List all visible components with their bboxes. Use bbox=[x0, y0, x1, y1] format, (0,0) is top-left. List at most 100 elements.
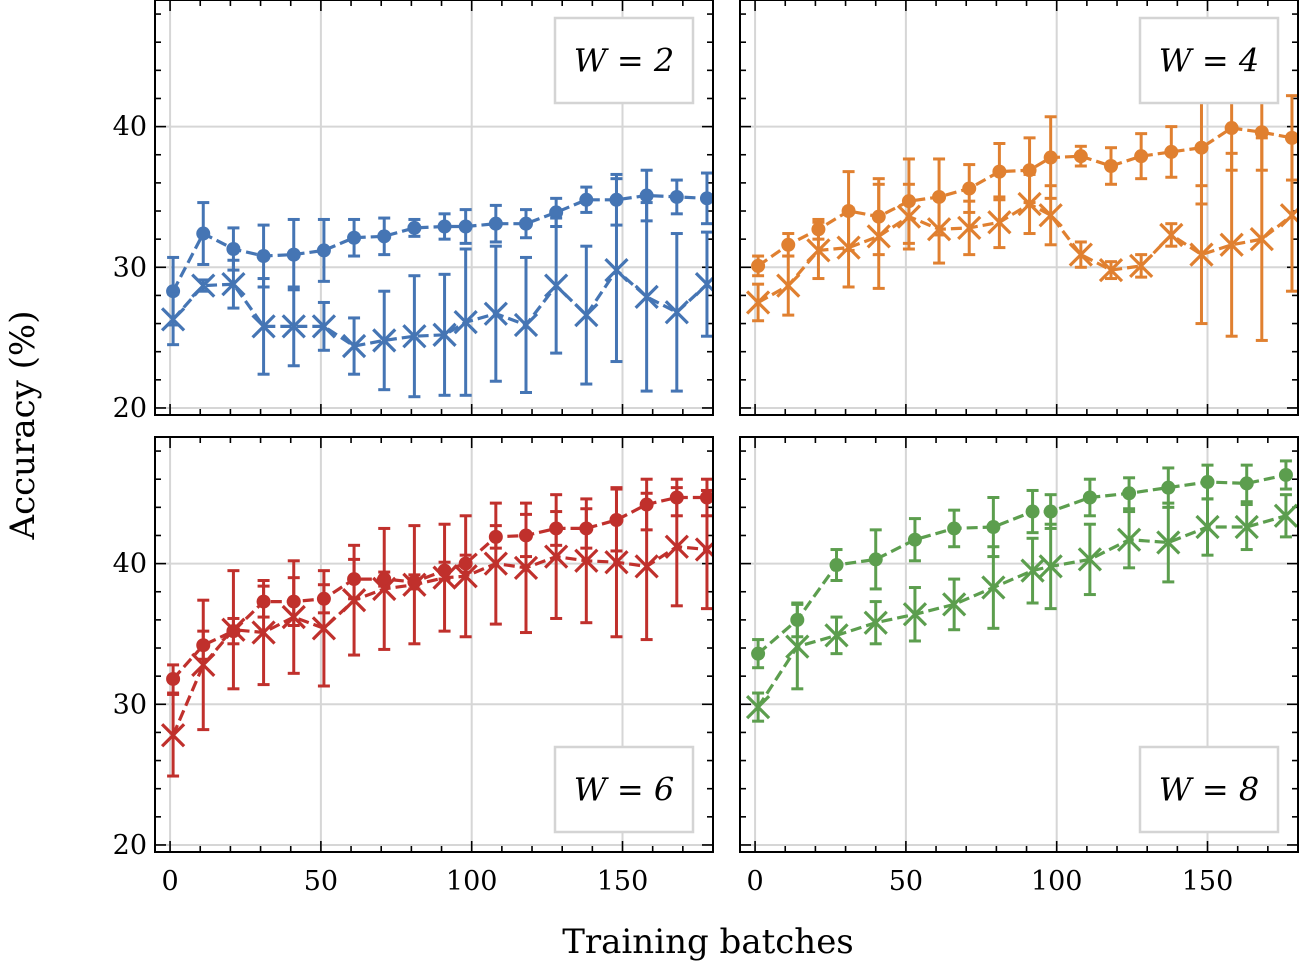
x-tick-label: 150 bbox=[597, 866, 649, 897]
data-point-dot bbox=[1103, 159, 1118, 173]
data-point-dot bbox=[669, 189, 684, 204]
data-point-cross bbox=[836, 235, 861, 260]
data-point-dot bbox=[1043, 504, 1058, 519]
y-tick-label: 40 bbox=[113, 112, 147, 143]
data-point-cross bbox=[1098, 257, 1124, 283]
data-point-cross bbox=[634, 554, 659, 579]
panels-group: 20 30 40 W = 2 W = 4 20 30 40 0 50 100 150 W = 6 0 50 1… bbox=[113, 0, 1299, 897]
data-point-cross bbox=[866, 224, 891, 249]
data-point-cross bbox=[1249, 227, 1274, 252]
panel-2: W = 4 bbox=[739, 0, 1299, 416]
data-point-dot bbox=[1134, 149, 1149, 164]
data-point-cross bbox=[1038, 554, 1063, 579]
data-point-dot bbox=[751, 258, 766, 273]
data-point-dot bbox=[1254, 125, 1269, 140]
data-point-dot bbox=[868, 552, 883, 567]
y-axis-title: Accuracy (%) bbox=[3, 311, 43, 541]
data-point-dot bbox=[1224, 121, 1239, 136]
data-point-cross bbox=[341, 588, 367, 613]
data-point-dot bbox=[166, 671, 181, 686]
data-point-dot bbox=[829, 558, 844, 573]
data-point-cross bbox=[896, 204, 922, 229]
x-tick-label: 0 bbox=[161, 866, 178, 897]
data-point-cross bbox=[372, 328, 397, 353]
data-point-cross bbox=[1234, 514, 1259, 540]
legend-box bbox=[553, 745, 695, 834]
data-point-cross bbox=[453, 564, 478, 589]
series-group bbox=[160, 477, 713, 778]
legend-box bbox=[553, 16, 695, 105]
data-point-cross bbox=[987, 210, 1012, 235]
data-point-cross bbox=[432, 322, 457, 347]
series-group bbox=[745, 459, 1298, 723]
series-group bbox=[745, 84, 1298, 342]
data-point-dot bbox=[196, 226, 211, 241]
data-point-cross bbox=[311, 616, 337, 641]
data-point-dot bbox=[992, 164, 1007, 179]
data-point-cross bbox=[1038, 203, 1063, 228]
data-point-cross bbox=[160, 723, 186, 748]
data-point-cross bbox=[221, 617, 246, 642]
data-point-dot bbox=[986, 520, 1001, 535]
data-point-cross bbox=[981, 575, 1006, 600]
data-point-cross bbox=[745, 694, 771, 720]
y-tick-label: 30 bbox=[113, 689, 147, 720]
panel-frame bbox=[154, 436, 714, 853]
data-point-dot bbox=[1122, 486, 1137, 501]
data-point-cross bbox=[634, 284, 659, 309]
legend-label: W = 2 bbox=[574, 42, 674, 80]
data-point-cross bbox=[341, 333, 367, 359]
legend-label: W = 4 bbox=[1159, 42, 1259, 80]
data-point-cross bbox=[513, 555, 539, 580]
data-point-cross bbox=[776, 273, 801, 298]
series-line bbox=[171, 193, 708, 292]
data-point-cross bbox=[432, 565, 457, 590]
data-point-cross bbox=[191, 273, 216, 298]
data-point-cross bbox=[281, 314, 306, 339]
data-point-cross bbox=[574, 548, 599, 573]
data-point-cross bbox=[453, 310, 478, 335]
data-point-dot bbox=[458, 219, 473, 234]
data-point-cross bbox=[664, 534, 689, 559]
legend-label: W = 8 bbox=[1159, 771, 1259, 809]
data-point-cross bbox=[544, 273, 569, 298]
data-point-dot bbox=[1164, 144, 1179, 159]
data-point-cross bbox=[483, 551, 508, 576]
data-point-cross bbox=[251, 314, 276, 339]
data-point-cross bbox=[942, 592, 967, 617]
series-group bbox=[160, 168, 713, 399]
x-tick-label: 150 bbox=[1182, 866, 1234, 897]
data-point-cross bbox=[1068, 242, 1093, 267]
data-point-cross bbox=[694, 537, 713, 562]
data-point-cross bbox=[1020, 558, 1045, 583]
data-point-cross bbox=[926, 217, 952, 242]
series-line bbox=[757, 202, 1293, 304]
panel-frame bbox=[739, 436, 1299, 853]
data-point-cross bbox=[483, 301, 508, 326]
data-point-dot bbox=[518, 216, 533, 231]
data-point-cross bbox=[863, 610, 888, 635]
data-point-cross bbox=[1077, 547, 1103, 572]
x-tick-label: 0 bbox=[746, 866, 763, 897]
y-tick-label: 30 bbox=[113, 252, 147, 283]
data-point-dot bbox=[1043, 150, 1058, 165]
data-point-cross bbox=[785, 634, 810, 659]
data-point-cross bbox=[281, 604, 306, 630]
data-point-dot bbox=[907, 532, 922, 547]
data-point-cross bbox=[251, 620, 276, 645]
data-point-dot bbox=[781, 237, 796, 252]
panel-4: 0 50 100 150 W = 8 bbox=[739, 436, 1299, 897]
data-point-cross bbox=[1159, 222, 1184, 248]
data-point-cross bbox=[160, 307, 186, 332]
data-point-dot bbox=[947, 521, 962, 536]
legend-box bbox=[1138, 16, 1280, 105]
data-point-cross bbox=[957, 215, 982, 241]
data-point-cross bbox=[1219, 232, 1244, 257]
data-point-dot bbox=[286, 247, 301, 262]
data-point-dot bbox=[347, 230, 362, 245]
data-point-cross bbox=[1195, 514, 1220, 540]
data-point-dot bbox=[437, 219, 452, 234]
data-point-dot bbox=[1025, 504, 1040, 519]
data-point-cross bbox=[402, 572, 427, 597]
data-point-cross bbox=[1279, 203, 1298, 228]
